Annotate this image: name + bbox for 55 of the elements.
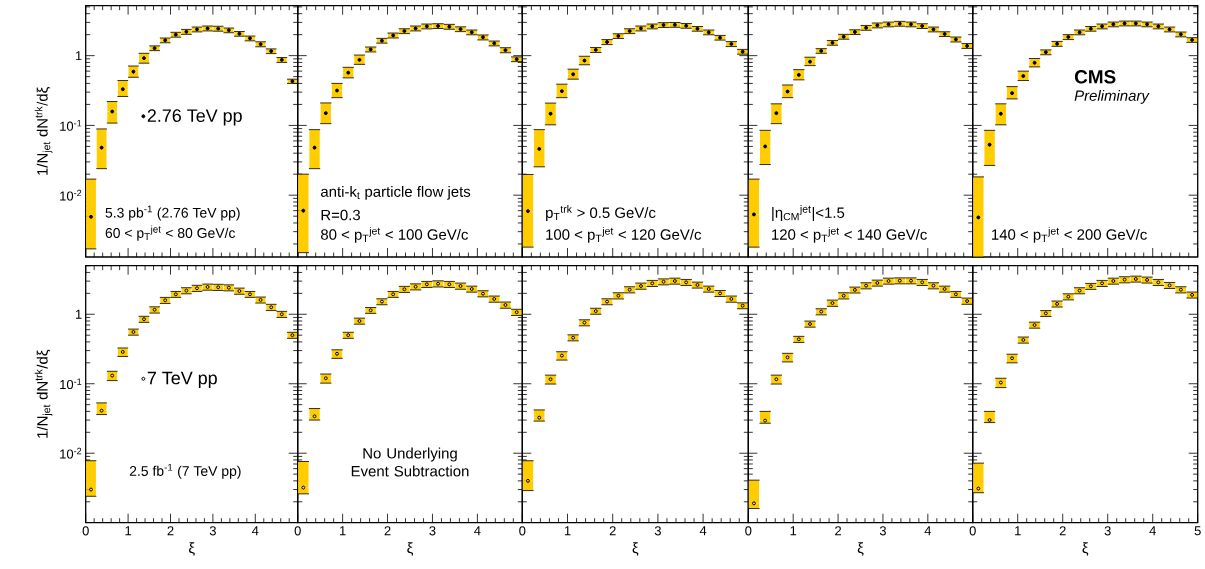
legend-label: 7 TeV pp — [147, 371, 217, 388]
annotation: 5.3 pb$^{-1}$ (2.76 TeV pp) — [105, 205, 240, 221]
annotation: p$_{T}$$^{trk}$ > 0.5 GeV/c — [546, 205, 656, 221]
x-tick-label: 2 — [835, 526, 842, 536]
x-tick-label: 2 — [167, 526, 174, 536]
y-axis-title: 1/N$_{jet}$ dN$^{trk}$/dξ — [34, 87, 53, 175]
y-tick-label: 10$^{-1}$ — [60, 378, 82, 390]
x-tick-label: 2 — [384, 526, 391, 536]
x-tick-label: 4 — [251, 526, 259, 536]
x-tick-label: 3 — [1104, 526, 1111, 536]
x-tick-label: 4 — [699, 526, 707, 536]
x-tick-label: 3 — [654, 526, 661, 536]
x-tick-label: 1 — [125, 526, 132, 536]
x-tick-label: 1 — [1015, 526, 1021, 536]
x-tick-label: 3 — [879, 526, 886, 536]
annotation: 120 < p$_{T}$$^{jet}$ < 140 GeV/c — [772, 226, 927, 243]
y-tick-label: 1 — [75, 309, 82, 319]
annotation: 140 < p$_{T}$$^{jet}$ < 200 GeV/c — [992, 226, 1147, 243]
y-tick-label: 10$^{-1}$ — [60, 120, 82, 131]
x-axis-title: ξ — [188, 542, 195, 556]
x-tick-label: 1 — [340, 526, 346, 536]
annotation: CMS — [1074, 70, 1116, 84]
annotation: 2.5 fb$^{-1}$ (7 TeV pp) — [129, 463, 241, 479]
y-tick-label: 10$^{-2}$ — [60, 447, 82, 459]
y-axis-title: 1/N$_{jet}$ dN$^{trk}$/dξ — [34, 349, 53, 438]
x-tick-label: 0 — [294, 526, 301, 536]
annotation: No Underlying Event Subtraction — [351, 447, 469, 477]
x-axis-title: ξ — [632, 542, 639, 556]
x-tick-label: 0 — [745, 526, 752, 536]
x-tick-label: 4 — [1149, 526, 1156, 536]
x-tick-label: 2 — [609, 526, 616, 536]
x-tick-label: 0 — [82, 526, 89, 536]
x-tick-label: 3 — [429, 526, 436, 536]
x-axis-title: ξ — [857, 542, 864, 556]
x-tick-label: 1 — [564, 526, 571, 536]
x-tick-label: 1 — [790, 526, 797, 536]
x-axis-title: ξ — [1082, 542, 1089, 556]
annotation: R=0.3 — [321, 209, 360, 221]
x-axis-title: ξ — [407, 542, 414, 556]
x-tick-label: 0 — [519, 526, 526, 536]
annotation: Preliminary — [1074, 89, 1150, 104]
annotation: 60 < p$_{T}$$^{jet}$ < 80 GeV/c — [105, 225, 236, 241]
annotation: 100 < p$_{T}$$^{jet}$ < 120 GeV/c — [546, 226, 702, 243]
annotation: anti-k$_{t}$ particle flow jets — [321, 185, 471, 200]
x-tick-label: 5 — [1194, 526, 1201, 536]
y-tick-label: 10$^{-2}$ — [60, 189, 82, 201]
legend-label: 2.76 TeV pp — [147, 109, 242, 126]
annotation: 80 < p$_{T}$$^{jet}$ < 100 GeV/c — [321, 226, 468, 243]
x-tick-label: 4 — [924, 526, 932, 536]
x-tick-label: 3 — [209, 526, 216, 536]
y-tick-label: 1 — [75, 51, 82, 61]
x-tick-label: 4 — [474, 526, 481, 536]
x-tick-label: 2 — [1059, 526, 1066, 536]
x-tick-label: 0 — [969, 526, 976, 536]
annotation: |η$_{CM}$$^{jet}$|<1.5 — [772, 205, 845, 221]
